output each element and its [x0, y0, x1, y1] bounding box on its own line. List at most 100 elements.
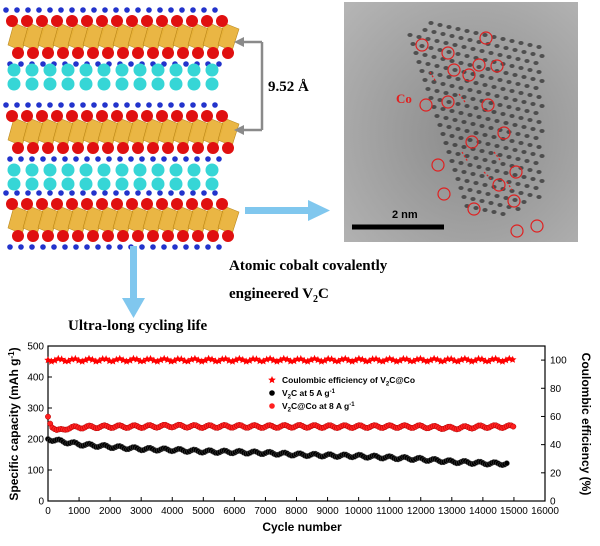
- scale-bar-label: 2 nm: [392, 209, 418, 221]
- y-axis-right: 0 20 40 60 80 100: [541, 356, 567, 508]
- data-point: [502, 356, 510, 364]
- data-point: [242, 357, 250, 365]
- cobalt-marker: [415, 38, 429, 52]
- cobalt-row-2b: [7, 177, 219, 191]
- cobalt-marker: [462, 68, 476, 82]
- x-tick-label: 0: [45, 506, 51, 517]
- cobalt-marker: [507, 194, 521, 208]
- spacing-bracket: [234, 37, 264, 135]
- cobalt-marker: [419, 98, 433, 112]
- data-point: [324, 354, 332, 363]
- y-left-tick-label: 200: [27, 435, 44, 446]
- arrow-down: [122, 246, 145, 318]
- cobalt-marker: [441, 95, 455, 109]
- legend-label: V2C@Co at 8 A g-1: [282, 401, 355, 414]
- data-point: [498, 357, 507, 365]
- x-tick-label: 5000: [192, 506, 215, 517]
- data-point: [488, 355, 496, 363]
- x-tick-label: 3000: [130, 506, 153, 517]
- data-point: [160, 354, 168, 362]
- cobalt-marker: [441, 46, 455, 60]
- data-point: [385, 354, 394, 362]
- series-0: [44, 354, 517, 365]
- y-axis-left-label-end: ): [7, 347, 21, 351]
- data-point: [440, 356, 449, 365]
- arrows-layer: [122, 37, 330, 318]
- x-tick-label: 1000: [68, 506, 91, 517]
- y-axis-right-label: Coulombic efficiency (%): [579, 353, 593, 496]
- data-point: [362, 357, 370, 365]
- y-right-tick-label: 60: [550, 412, 562, 423]
- legend-label-end: C at 5 A g: [291, 388, 330, 398]
- data-point: [170, 356, 179, 364]
- data-point: [45, 413, 51, 420]
- cobalt-marker: [472, 58, 486, 72]
- cycling-chart: 0 1000 2000 3000 4000 5000 6000 7000 8000 9000 100…: [7, 342, 593, 535]
- cobalt-marker: [490, 59, 504, 73]
- cobalt-marker: [465, 135, 479, 149]
- data-point: [403, 355, 411, 363]
- cobalt-marker: [447, 63, 461, 77]
- x-tick-label: 9000: [316, 506, 339, 517]
- legend-label-main: Coulombic efficiency of V: [282, 375, 386, 385]
- cobalt-label: Co: [396, 91, 412, 106]
- cobalt-marker: [509, 165, 523, 179]
- data-point: [286, 357, 295, 365]
- cobalt-marker: [467, 202, 481, 216]
- data-point: [78, 357, 86, 365]
- cobalt-row-2: [7, 163, 219, 177]
- legend-label-end: C@Co at 8 A g: [291, 401, 349, 411]
- data-point: [399, 354, 408, 363]
- data-point: [116, 354, 124, 362]
- data-point: [409, 357, 418, 365]
- x-tick-label: 7000: [254, 506, 277, 517]
- data-point: [461, 354, 469, 362]
- legend-label: V2C at 5 A g-1: [282, 388, 336, 401]
- data-point: [351, 356, 360, 364]
- tem-image: Co 2 nm: [344, 2, 578, 242]
- data-point: [201, 356, 209, 364]
- data-point: [505, 354, 514, 362]
- data-point: [454, 357, 462, 365]
- data-point: [180, 356, 189, 365]
- interlayer-spacing-label: 9.52 Å: [268, 79, 309, 95]
- arrow-right: [245, 200, 330, 221]
- y-right-tick-label: 20: [550, 468, 562, 479]
- data-point: [259, 357, 268, 365]
- cobalt-row-1: [7, 63, 219, 77]
- data-point: [136, 357, 145, 365]
- x-tick-label: 10000: [345, 506, 373, 517]
- caption-line-1: Atomic cobalt covalently: [229, 258, 388, 274]
- cobalt-marker: [530, 219, 544, 233]
- data-point: [262, 355, 271, 363]
- data-point: [382, 355, 391, 364]
- y-left-tick-label: 300: [27, 404, 44, 415]
- data-point: [57, 355, 66, 363]
- data-point: [303, 357, 312, 365]
- y-left-tick-label: 500: [27, 342, 44, 353]
- data-point: [163, 355, 172, 363]
- x-axis-label: Cycle number: [262, 520, 342, 534]
- structure-layer-1: [3, 7, 240, 67]
- legend-label-main: V: [282, 388, 288, 398]
- x-tick-label: 16000: [531, 506, 559, 517]
- data-point: [471, 356, 479, 364]
- cobalt-marker: [431, 158, 445, 172]
- legend-label-main: V: [282, 401, 288, 411]
- x-tick-label: 4000: [161, 506, 184, 517]
- data-point: [198, 357, 206, 365]
- data-point: [98, 355, 107, 363]
- x-tick-label: 14000: [469, 506, 497, 517]
- y-left-tick-label: 100: [27, 466, 44, 477]
- legend-label-sup: -1: [330, 389, 336, 395]
- data-point: [245, 356, 254, 364]
- data-point: [379, 357, 387, 365]
- x-tick-label: 2000: [99, 506, 122, 517]
- data-point: [276, 356, 285, 364]
- data-point: [290, 357, 298, 365]
- x-tick-label: 12000: [407, 506, 435, 517]
- cobalt-marker: [479, 31, 493, 45]
- y-right-tick-label: 100: [550, 356, 567, 367]
- data-point: [321, 356, 329, 364]
